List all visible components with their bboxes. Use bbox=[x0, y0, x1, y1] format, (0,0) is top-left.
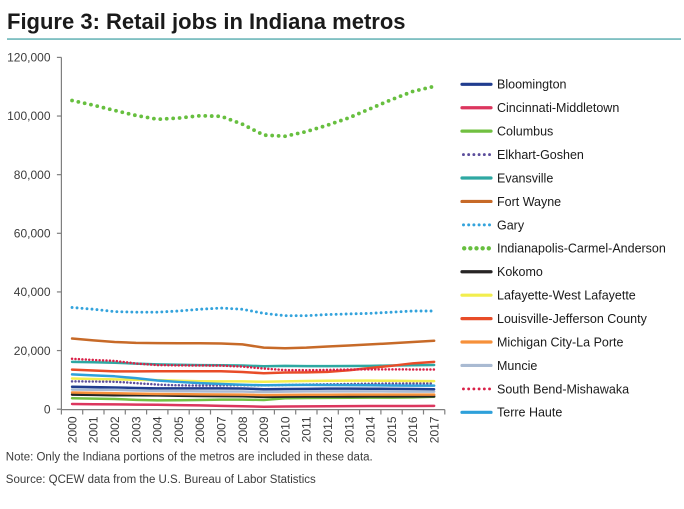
svg-text:2008: 2008 bbox=[236, 416, 250, 443]
svg-text:2009: 2009 bbox=[257, 416, 271, 443]
svg-text:40,000: 40,000 bbox=[14, 285, 51, 299]
svg-text:Note: Only the Indiana portion: Note: Only the Indiana portions of the m… bbox=[6, 452, 373, 464]
svg-text:2006: 2006 bbox=[193, 416, 207, 443]
svg-text:2011: 2011 bbox=[300, 416, 314, 442]
svg-text:Louisville-Jefferson County: Louisville-Jefferson County bbox=[497, 312, 648, 326]
svg-text:100,000: 100,000 bbox=[7, 109, 51, 123]
svg-text:Figure 3: Retail jobs in India: Figure 3: Retail jobs in Indiana metros bbox=[7, 9, 406, 34]
svg-text:2017: 2017 bbox=[427, 416, 441, 443]
svg-text:2013: 2013 bbox=[342, 416, 356, 443]
svg-text:2002: 2002 bbox=[108, 416, 122, 443]
svg-text:Elkhart-Goshen: Elkhart-Goshen bbox=[497, 148, 584, 162]
svg-text:Muncie: Muncie bbox=[497, 359, 537, 373]
svg-text:2001: 2001 bbox=[87, 416, 101, 443]
svg-text:Terre Haute: Terre Haute bbox=[497, 406, 562, 420]
svg-text:120,000: 120,000 bbox=[7, 51, 51, 65]
svg-text:South Bend-Mishawaka: South Bend-Mishawaka bbox=[497, 382, 629, 396]
svg-text:60,000: 60,000 bbox=[14, 227, 51, 241]
svg-text:Fort Wayne: Fort Wayne bbox=[497, 195, 561, 209]
svg-text:Evansville: Evansville bbox=[497, 171, 553, 185]
svg-text:Kokomo: Kokomo bbox=[497, 265, 543, 279]
svg-text:2012: 2012 bbox=[321, 416, 335, 443]
svg-text:Indianapolis-Carmel-Anderson: Indianapolis-Carmel-Anderson bbox=[497, 242, 666, 256]
svg-text:2003: 2003 bbox=[129, 416, 143, 443]
svg-text:Source: QCEW data from the U.S: Source: QCEW data from the U.S. Bureau o… bbox=[6, 474, 316, 486]
svg-text:Michigan City-La Porte: Michigan City-La Porte bbox=[497, 335, 623, 349]
svg-text:20,000: 20,000 bbox=[14, 344, 51, 358]
svg-text:Lafayette-West Lafayette: Lafayette-West Lafayette bbox=[497, 289, 636, 303]
svg-text:2004: 2004 bbox=[151, 416, 165, 443]
svg-text:Columbus: Columbus bbox=[497, 125, 553, 139]
svg-text:Gary: Gary bbox=[497, 218, 525, 232]
svg-text:Cincinnati-Middletown: Cincinnati-Middletown bbox=[497, 101, 619, 115]
svg-text:2015: 2015 bbox=[385, 416, 399, 443]
svg-text:Bloomington: Bloomington bbox=[497, 78, 567, 92]
svg-text:2000: 2000 bbox=[65, 416, 79, 443]
svg-text:2010: 2010 bbox=[278, 416, 292, 443]
svg-text:2014: 2014 bbox=[364, 416, 378, 443]
svg-text:0: 0 bbox=[44, 402, 51, 416]
svg-text:2016: 2016 bbox=[406, 416, 420, 443]
svg-text:2007: 2007 bbox=[214, 416, 228, 443]
svg-text:2005: 2005 bbox=[172, 416, 186, 443]
svg-text:80,000: 80,000 bbox=[14, 168, 51, 182]
